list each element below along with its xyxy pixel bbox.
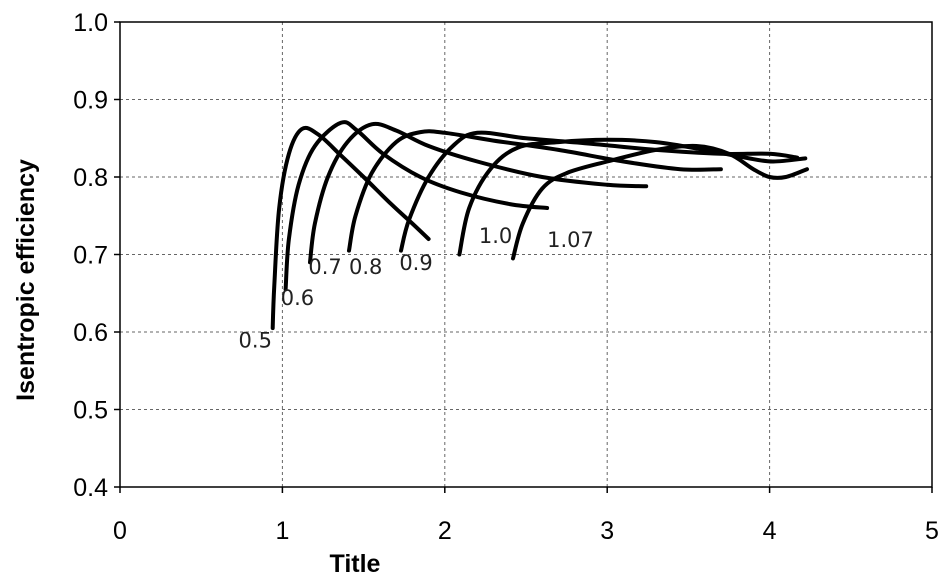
- x-tick-label: 0: [113, 517, 127, 545]
- y-tick-label: 1.0: [73, 9, 108, 37]
- x-tick-label: 4: [763, 517, 777, 545]
- y-tick-label: 0.7: [73, 242, 108, 270]
- x-tick-label: 3: [600, 517, 614, 545]
- x-tick-label: 5: [925, 517, 939, 545]
- y-axis-title: Isentropic efficiency: [12, 159, 40, 401]
- y-tick-label: 0.8: [73, 164, 108, 192]
- series-line-0-5: [270, 125, 431, 331]
- y-tick-label: 0.6: [73, 319, 108, 347]
- series-line-1-0: [457, 137, 808, 257]
- series-label-0-5: 0.5: [239, 329, 272, 353]
- series-label-0-8: 0.8: [349, 255, 382, 279]
- series-line-0-7: [308, 121, 649, 265]
- series-labels: 0.5 0.6 0.7 0.8 0.9 1.0 1.07: [239, 224, 594, 353]
- x-tick-label: 2: [438, 517, 452, 545]
- series-label-1-07: 1.07: [547, 228, 594, 252]
- series-label-0-9: 0.9: [399, 251, 432, 275]
- y-axis-ticks: 0.4 0.5 0.6 0.7 0.8 0.9 1.0: [73, 9, 120, 502]
- y-tick-label: 0.5: [73, 397, 108, 425]
- series-lines: [270, 120, 809, 331]
- x-tick-label: 1: [275, 517, 289, 545]
- series-label-0-6: 0.6: [281, 286, 314, 310]
- x-axis-ticks: 0 1 2 3 4 5: [113, 487, 939, 545]
- x-axis-title: Title: [330, 550, 381, 578]
- series-line-0-8: [347, 129, 723, 253]
- series-label-1-0: 1.0: [479, 224, 512, 248]
- y-tick-label: 0.4: [73, 474, 108, 502]
- series-line-1-07: [511, 143, 809, 261]
- y-tick-label: 0.9: [73, 87, 108, 115]
- series-label-0-7: 0.7: [308, 255, 341, 279]
